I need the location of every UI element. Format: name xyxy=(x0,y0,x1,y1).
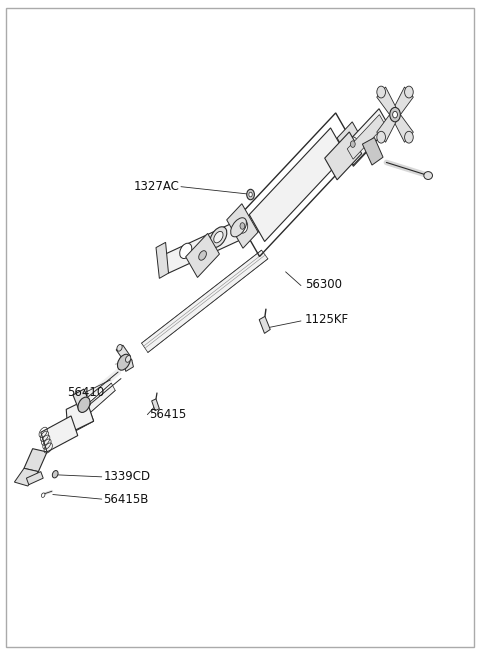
Polygon shape xyxy=(162,210,268,273)
Ellipse shape xyxy=(348,137,358,151)
Text: 1327AC: 1327AC xyxy=(134,180,180,193)
Polygon shape xyxy=(68,402,94,431)
Polygon shape xyxy=(227,204,258,248)
Ellipse shape xyxy=(390,107,400,122)
Polygon shape xyxy=(116,345,131,361)
Polygon shape xyxy=(26,472,43,485)
Ellipse shape xyxy=(240,223,245,229)
Ellipse shape xyxy=(78,397,90,413)
Ellipse shape xyxy=(52,470,58,478)
Ellipse shape xyxy=(214,231,223,243)
Ellipse shape xyxy=(393,111,397,118)
Text: 56410: 56410 xyxy=(67,386,105,400)
Text: 1339CD: 1339CD xyxy=(103,470,150,483)
Ellipse shape xyxy=(405,131,413,143)
Polygon shape xyxy=(66,400,94,431)
Ellipse shape xyxy=(237,219,248,233)
Ellipse shape xyxy=(180,243,192,259)
Polygon shape xyxy=(73,389,90,411)
Ellipse shape xyxy=(350,141,355,147)
Ellipse shape xyxy=(247,189,254,200)
Polygon shape xyxy=(362,138,383,165)
Text: 1125KF: 1125KF xyxy=(305,313,349,326)
Polygon shape xyxy=(186,233,219,278)
Polygon shape xyxy=(41,416,78,452)
Ellipse shape xyxy=(231,217,246,237)
Text: 56300: 56300 xyxy=(305,278,342,291)
Ellipse shape xyxy=(377,86,385,98)
Polygon shape xyxy=(249,128,346,242)
Polygon shape xyxy=(259,316,270,333)
Polygon shape xyxy=(377,111,398,142)
Polygon shape xyxy=(156,242,168,278)
Polygon shape xyxy=(24,449,47,472)
Text: 56415: 56415 xyxy=(149,408,186,421)
Ellipse shape xyxy=(424,172,432,179)
Ellipse shape xyxy=(126,356,131,362)
Polygon shape xyxy=(343,109,389,165)
Polygon shape xyxy=(84,383,115,415)
Polygon shape xyxy=(392,87,413,118)
Ellipse shape xyxy=(118,354,130,370)
Ellipse shape xyxy=(210,227,227,248)
Ellipse shape xyxy=(117,345,122,351)
Polygon shape xyxy=(337,122,369,166)
Polygon shape xyxy=(377,87,398,118)
Ellipse shape xyxy=(249,193,252,196)
Polygon shape xyxy=(152,399,159,411)
Text: 56415B: 56415B xyxy=(103,493,149,506)
Ellipse shape xyxy=(405,86,413,98)
Ellipse shape xyxy=(377,131,385,143)
Polygon shape xyxy=(14,468,38,486)
Polygon shape xyxy=(392,111,413,142)
Ellipse shape xyxy=(41,493,45,497)
Polygon shape xyxy=(142,250,268,352)
Polygon shape xyxy=(124,359,133,371)
Ellipse shape xyxy=(199,251,206,260)
Polygon shape xyxy=(324,132,362,180)
Polygon shape xyxy=(347,115,385,159)
